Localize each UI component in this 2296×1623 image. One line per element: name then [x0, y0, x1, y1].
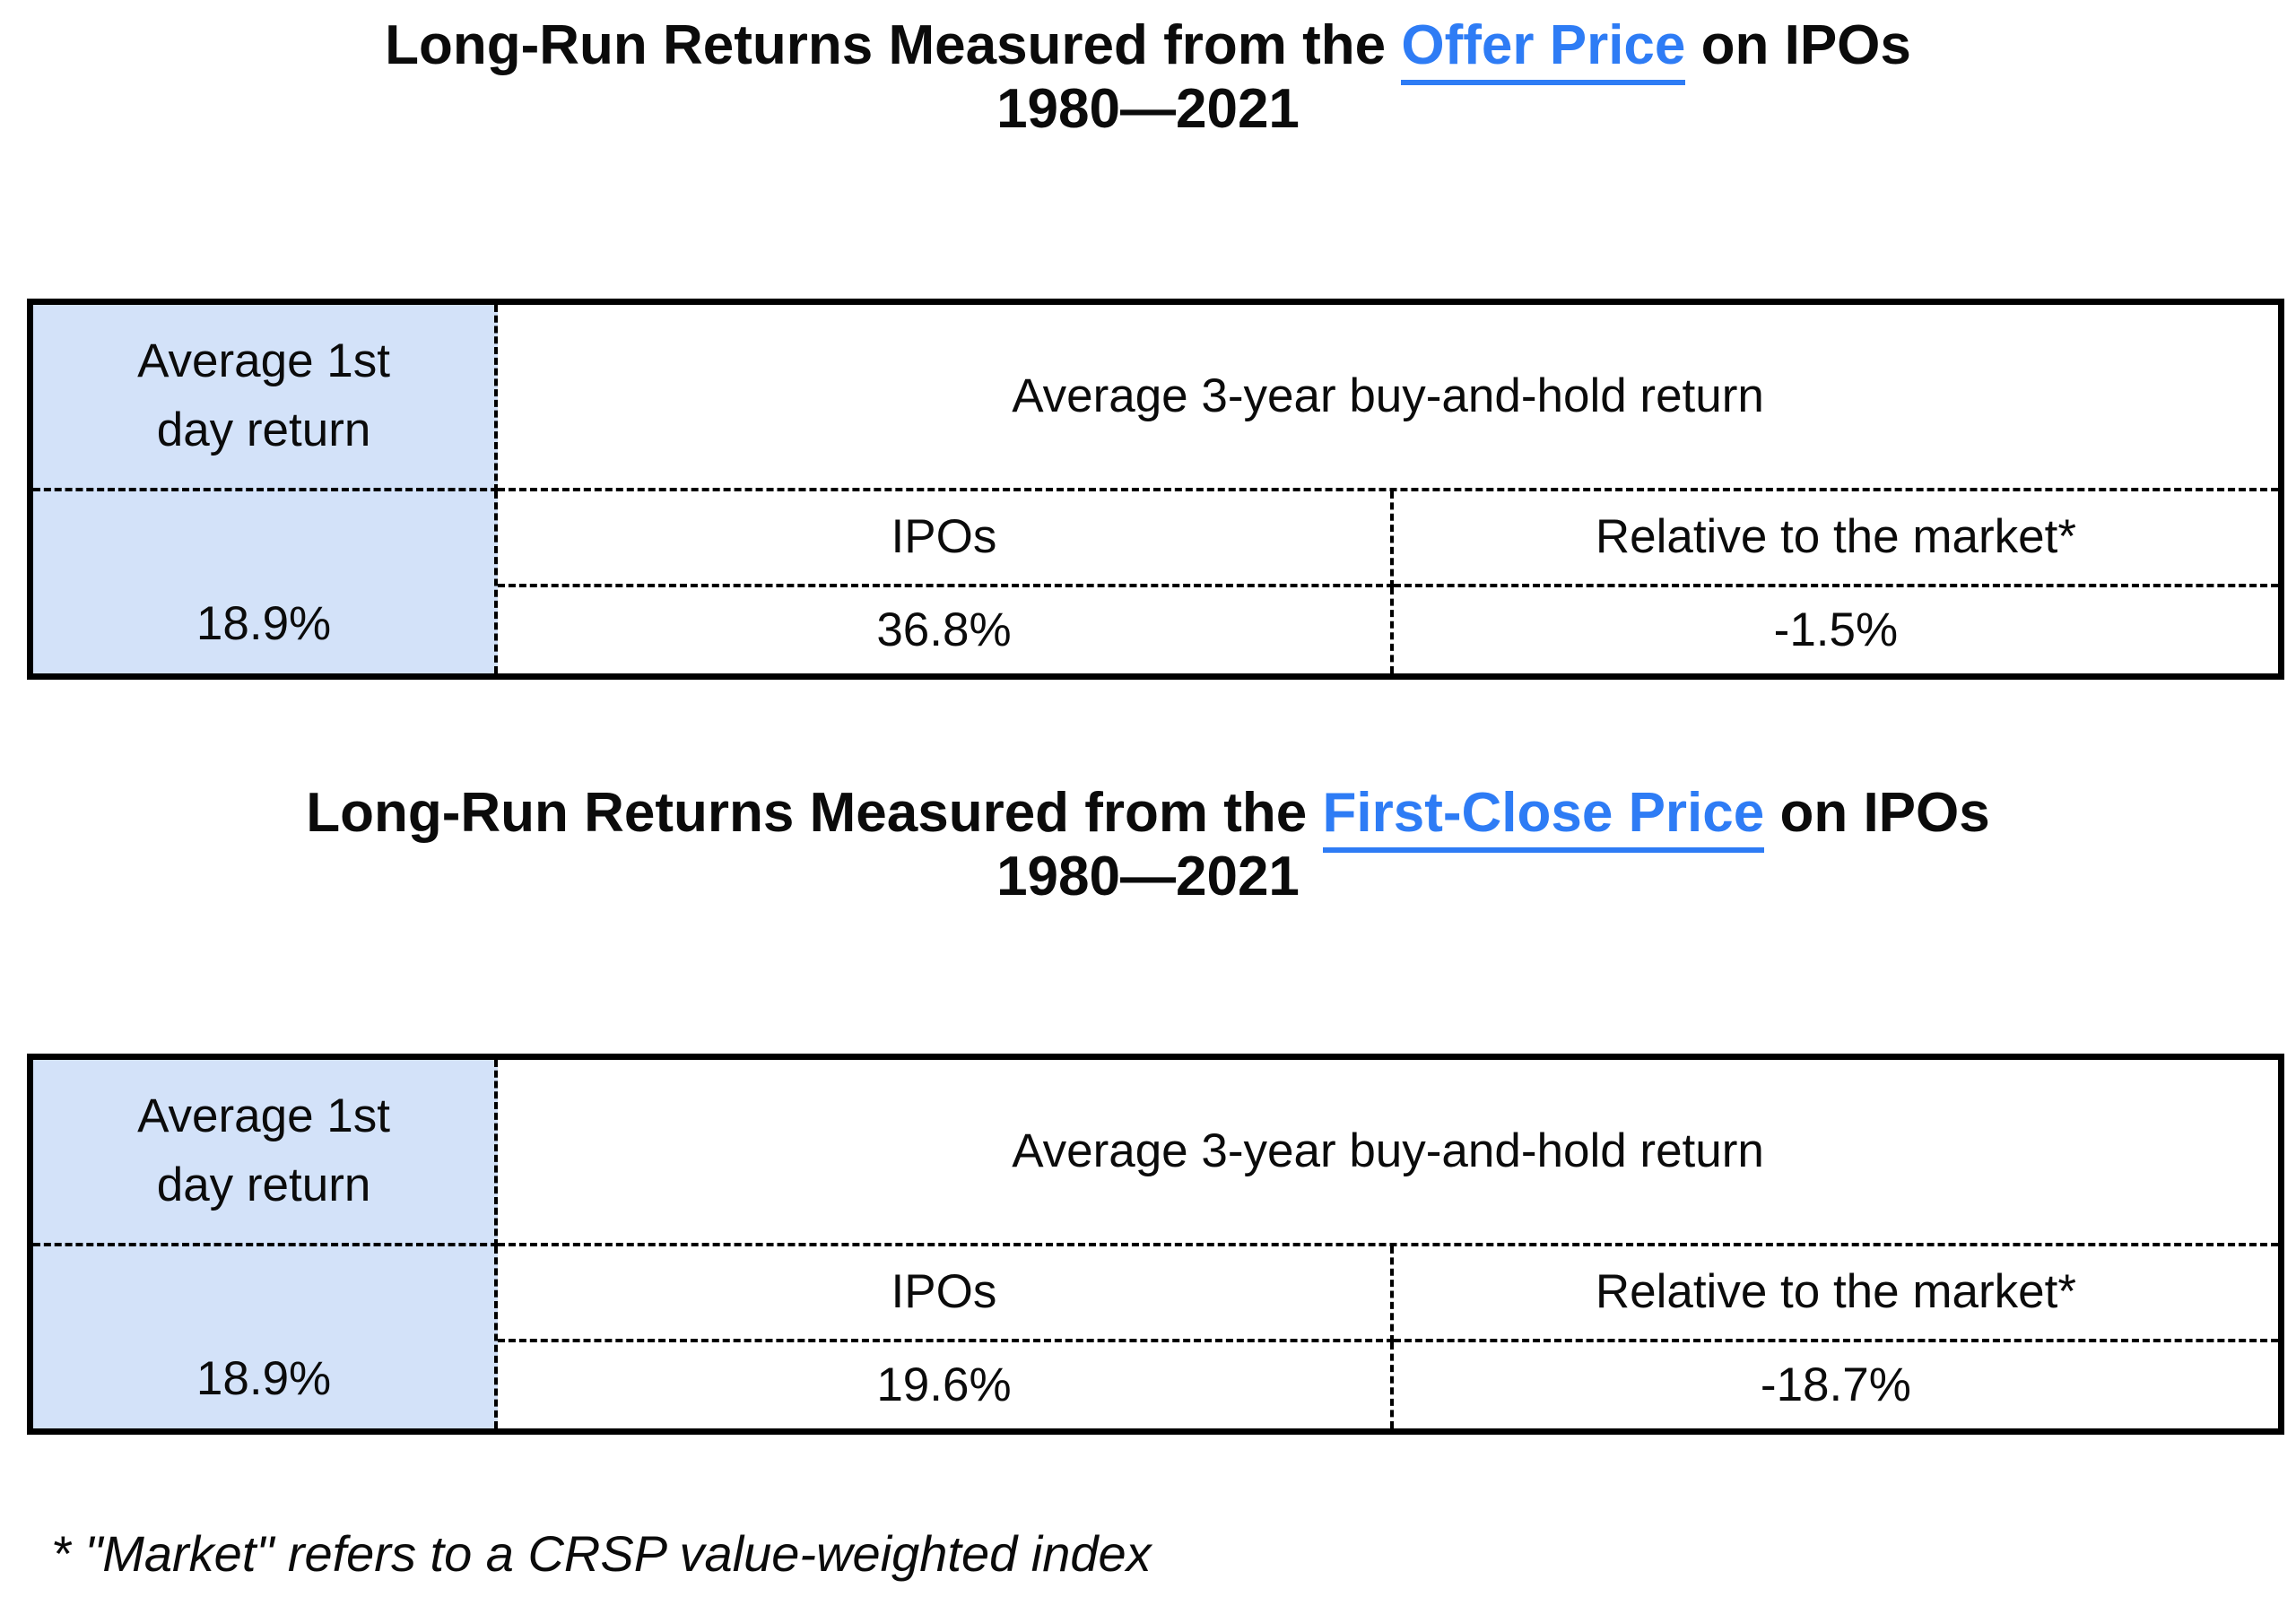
first-close-price-title: Long-Run Returns Measured from the First… [0, 782, 2296, 908]
ipos-subheader: IPOs [498, 1246, 1394, 1342]
first-day-return-header: Average 1st day return [33, 1060, 499, 1246]
first-close-price-table: Average 1st day return Average 3-year bu… [27, 1054, 2284, 1435]
buy-and-hold-header: Average 3-year buy-and-hold return [498, 305, 2278, 491]
first-day-return-header: Average 1st day return [33, 305, 499, 491]
first-close-price-link[interactable]: First-Close Price [1322, 782, 1765, 853]
title-text-suffix: on IPOs [1685, 14, 1911, 76]
first-close-title-years: 1980—2021 [996, 845, 1300, 907]
offer-price-link[interactable]: Offer Price [1401, 14, 1686, 85]
offer-price-title: Long-Run Returns Measured from the Offer… [0, 14, 2296, 141]
market-footnote: * "Market" refers to a CRSP value-weight… [51, 1525, 1152, 1582]
first-day-return-value: 18.9% [33, 491, 499, 673]
offer-price-title-years: 1980—2021 [996, 77, 1300, 140]
first-day-return-value: 18.9% [33, 1246, 499, 1428]
first-close-title-line1: Long-Run Returns Measured from the First… [0, 782, 2296, 853]
relative-to-market-value: -18.7% [1760, 1358, 1911, 1411]
offer-price-title-line1: Long-Run Returns Measured from the Offer… [0, 14, 2296, 85]
relative-to-market-subheader: Relative to the market* [1393, 1246, 2278, 1342]
title-text-prefix: Long-Run Returns Measured from the [385, 14, 1402, 76]
title-text-suffix: on IPOs [1764, 782, 1990, 844]
relative-to-market-subheader: Relative to the market* [1393, 491, 2278, 587]
title-text-prefix: Long-Run Returns Measured from the [306, 782, 1323, 844]
ipos-subheader: IPOs [498, 491, 1394, 587]
ipos-return-value: 19.6% [498, 1342, 1394, 1428]
relative-to-market-value: -1.5% [1773, 603, 1899, 656]
buy-and-hold-header: Average 3-year buy-and-hold return [498, 1060, 2278, 1246]
ipos-return-value: 36.8% [498, 587, 1394, 673]
offer-price-table: Average 1st day return Average 3-year bu… [27, 299, 2284, 680]
